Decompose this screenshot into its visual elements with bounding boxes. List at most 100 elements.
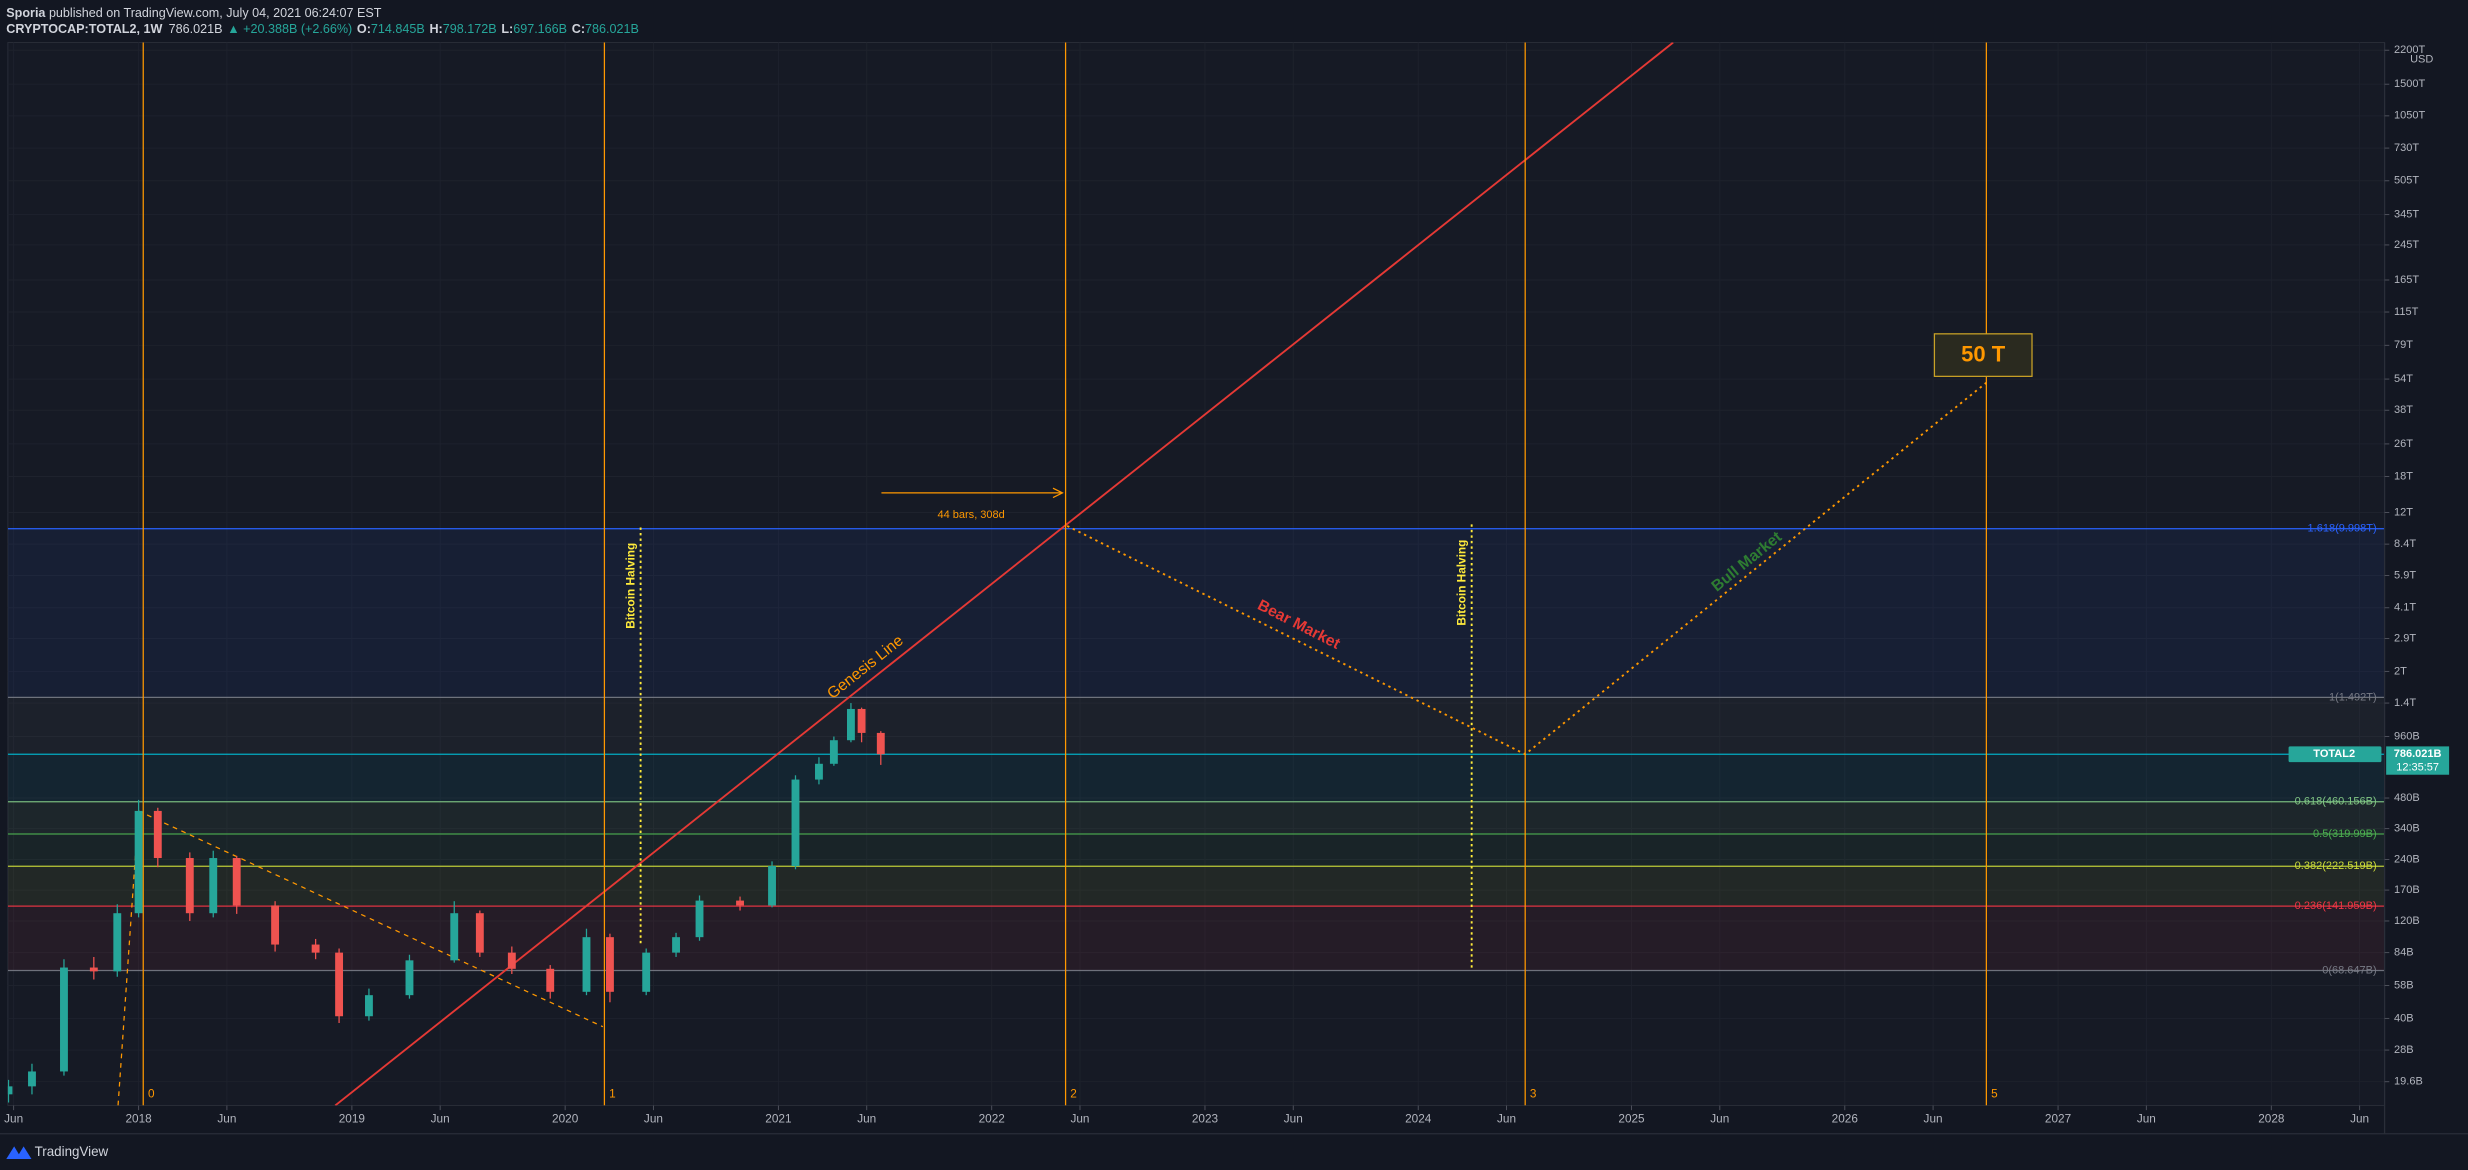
candle-body [28, 1071, 36, 1087]
y-tick-label: 170B [2394, 884, 2420, 896]
y-tick-label: 115T [2394, 306, 2419, 318]
trend-line [138, 810, 604, 1028]
cycle-label: 3 [1530, 1087, 1537, 1101]
candle-body [153, 810, 162, 859]
fib-zone [7, 801, 2385, 834]
x-tick-label: 2020 [552, 1112, 579, 1126]
fib-zone [7, 528, 2385, 698]
candle-body [876, 732, 885, 755]
y-tick-label: 1500T [2394, 78, 2425, 90]
candle-body [642, 952, 651, 992]
x-tick-label: Jun [431, 1112, 450, 1126]
fib-label: 0.382(222.519B) [2295, 860, 2377, 872]
y-tick-label: 240B [2394, 853, 2420, 865]
x-tick-label: Jun [1284, 1112, 1303, 1126]
symbol: CRYPTOCAP:TOTAL2, 1W [6, 22, 162, 36]
grid [7, 42, 2385, 1106]
fib-zone [7, 833, 2385, 867]
y-tick-label: 28B [2394, 1044, 2414, 1056]
candle-body [582, 937, 591, 992]
projection-path [1066, 381, 1987, 756]
candle-body [736, 900, 744, 906]
high-value: 798.172B [443, 22, 497, 36]
candles [7, 703, 885, 1103]
y-tick-label: 1050T [2394, 110, 2425, 122]
author: Sporia [6, 6, 46, 20]
y-tick-label: 505T [2394, 175, 2419, 187]
symbol-tag [2288, 746, 2382, 763]
header-line-1: Sporia published on TradingView.com, Jul… [6, 6, 381, 20]
fib-label: 0(68.647B) [2322, 964, 2377, 976]
genesis-line [334, 42, 1674, 1106]
y-tick-label: 1.4T [2394, 697, 2416, 709]
candle-body [365, 995, 373, 1017]
x-tick-label: Jun [4, 1112, 23, 1126]
currency-label: USD [2410, 54, 2433, 66]
candle-body [672, 937, 680, 953]
y-tick-label: 4.1T [2394, 602, 2416, 614]
target-label: 50 T [1961, 342, 2006, 367]
y-tick-label: 54T [2394, 373, 2413, 385]
price-tag-label: 786.021B [2394, 748, 2442, 760]
x-tick-label: Jun [217, 1112, 236, 1126]
x-tick-label: 2025 [1618, 1112, 1645, 1126]
y-tick-label: 79T [2394, 339, 2413, 351]
symbol-tag-label: TOTAL2 [2313, 748, 2355, 760]
y-tick-label: 2200T [2394, 44, 2425, 56]
candle-body [768, 866, 776, 906]
fib-zones [7, 528, 2385, 972]
header-line-2: CRYPTOCAP:TOTAL2, 1W 786.021B ▲ +20.388B (… [6, 22, 639, 36]
drawings [117, 42, 1987, 1106]
target-box [1933, 333, 2033, 377]
x-tick-label: Jun [644, 1112, 663, 1126]
candle-body [209, 858, 218, 914]
candle-body [815, 763, 823, 780]
halving-label: Bitcoin Halving [1454, 540, 1468, 626]
x-tick-label: 2018 [125, 1112, 152, 1126]
cycle-label: 0 [148, 1087, 155, 1101]
published: published on TradingView.com, July 04, 2… [49, 6, 382, 20]
fib-label: 0.618(460.156B) [2295, 796, 2377, 808]
price-tag [2386, 746, 2450, 775]
candle-body [546, 968, 555, 992]
fib-zone [7, 754, 2385, 802]
y-tick-label: 12T [2394, 506, 2413, 518]
y-tick-label: 5.9T [2394, 569, 2416, 581]
y-tick-label: 730T [2394, 142, 2419, 154]
candle-body [311, 944, 320, 953]
candle-body [271, 905, 280, 945]
candle-body [7, 1086, 13, 1095]
fib-zone [7, 697, 2385, 755]
x-tick-label: Jun [1497, 1112, 1516, 1126]
measure-label: 44 bars, 308d [937, 509, 1004, 521]
candle-body [89, 967, 98, 972]
plot-area [7, 42, 2386, 1106]
x-tick-label: Jun [1710, 1112, 1729, 1126]
open-value: 714.845B [371, 22, 425, 36]
brand-name: TradingView [35, 1144, 109, 1159]
low-label: L: [501, 22, 513, 36]
x-tick-label: Jun [857, 1112, 876, 1126]
x-tick-label: 2028 [2258, 1112, 2285, 1126]
arrow-head [1052, 487, 1064, 499]
axes: 2200T 1500T 1050T 730T 505T 345T 245T 165T 115T 7… [4, 44, 2425, 1126]
candle-body [829, 740, 838, 764]
y-tick-label: 960B [2394, 730, 2420, 742]
x-tick-label: Jun [2137, 1112, 2156, 1126]
candle-body [475, 913, 484, 953]
cycle-label: 2 [1070, 1087, 1077, 1101]
candle-body [847, 708, 855, 741]
candle-body [113, 913, 122, 972]
x-tick-label: Jun [2350, 1112, 2369, 1126]
y-tick-label: 58B [2394, 979, 2414, 991]
candle-body [185, 858, 194, 914]
y-tick-label: 480B [2394, 792, 2420, 804]
fib-zone [7, 906, 2385, 971]
y-tick-label: 2.9T [2394, 632, 2416, 644]
candle-body [60, 967, 68, 1072]
fib-zone [7, 866, 2385, 907]
y-tick-label: 245T [2394, 239, 2419, 251]
fib-label: 0.236(141.959B) [2295, 900, 2377, 912]
x-tick-label: 2024 [1405, 1112, 1432, 1126]
